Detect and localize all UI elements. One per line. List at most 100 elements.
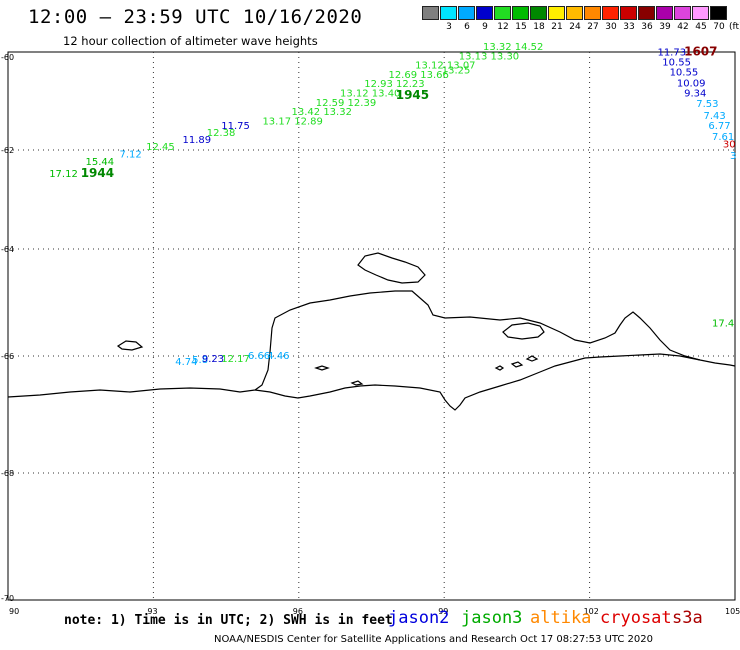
legend-label: 39	[659, 22, 671, 32]
lat-tick-label: -66	[1, 352, 14, 361]
lat-tick-label: -68	[1, 469, 14, 478]
satellite-name-altika: altika	[530, 608, 592, 628]
map-title: 12:00 – 23:59 UTC 10/16/2020	[28, 6, 363, 28]
wave-height-value: 17.4	[712, 319, 734, 330]
wave-height-value: 9.34	[684, 89, 706, 100]
wave-height-value: 13.32 14.52	[483, 42, 543, 53]
pass-time-label: 1944	[81, 166, 114, 180]
lat-tick-label: -62	[1, 146, 14, 155]
wave-height-value: 13.42 13.32	[292, 107, 352, 118]
island-dots	[314, 355, 539, 386]
pass-time-label: 1945	[396, 88, 429, 102]
legend-swatch	[656, 6, 673, 20]
footnote: note: 1) Time is in UTC; 2) SWH is in fe…	[64, 613, 393, 628]
coastline-south	[254, 353, 701, 411]
wave-height-value: 10.09	[677, 78, 706, 89]
legend-label: 30	[605, 22, 617, 32]
wave-height-value: 11.89	[182, 135, 211, 146]
island-north	[357, 252, 426, 284]
legend-label: 42	[677, 22, 689, 32]
legend-swatch	[440, 6, 457, 20]
wave-height-value: 4.74	[175, 357, 197, 368]
map-subtitle: 12 hour collection of altimeter wave hei…	[63, 34, 318, 48]
lon-tick-label: 105	[725, 607, 740, 616]
legend-label: 21	[551, 22, 563, 32]
lon-tick-label: 90	[9, 607, 19, 616]
lat-tick-label: -70	[1, 594, 14, 603]
satellite-name-s3a: s3a	[672, 608, 703, 628]
legend-swatch	[674, 6, 691, 20]
wave-height-value: 11.73	[657, 48, 686, 59]
wave-height-value: 12.93 12.23	[364, 79, 424, 90]
legend-swatch	[512, 6, 529, 20]
wave-height-value: 10.55	[670, 68, 699, 79]
wave-height-value: 6.66	[248, 351, 270, 362]
legend-swatch	[422, 6, 439, 20]
wave-height-value: 7.61	[712, 132, 734, 143]
lon-tick-label: 93	[147, 607, 157, 616]
legend-label: 6	[464, 22, 470, 32]
wave-height-value: 12.38	[207, 128, 236, 139]
wave-height-value: 5.8	[192, 355, 208, 366]
legend-swatch	[710, 6, 727, 20]
legend-label: 3	[446, 22, 452, 32]
map-frame	[7, 51, 736, 601]
wave-height-value: 7.43	[703, 111, 725, 122]
wave-height-value: 12.59 12.39	[316, 98, 376, 109]
wave-height-value: 12.45	[146, 142, 175, 153]
island-small-west	[116, 340, 144, 351]
legend-label: 12	[497, 22, 509, 32]
legend-label: 15	[515, 22, 527, 32]
wave-height-value: 15.44	[86, 157, 115, 168]
wave-height-value: 12.69 13.66	[388, 70, 448, 81]
wave-height-value: 12.17	[221, 354, 250, 365]
wave-height-value: 10.55	[662, 57, 691, 68]
legend-swatch	[602, 6, 619, 20]
lat-tick-label: -64	[1, 245, 14, 254]
legend-swatch	[584, 6, 601, 20]
wave-height-value: 3	[730, 151, 736, 162]
lat-tick-label: -60	[1, 53, 14, 62]
coastline-main	[7, 290, 736, 398]
satellite-name-cryosat: cryosat	[600, 608, 672, 628]
wave-height-value: 13.12 13.07	[415, 61, 475, 72]
legend-swatch	[566, 6, 583, 20]
legend-label: 36	[641, 22, 653, 32]
legend-swatch	[692, 6, 709, 20]
wave-height-value: 13.13 13.30	[459, 51, 519, 62]
legend-swatch	[548, 6, 565, 20]
wave-height-value: 7.12	[119, 149, 141, 160]
legend-swatch	[530, 6, 547, 20]
legend-label: 18	[533, 22, 545, 32]
legend-label: 24	[569, 22, 581, 32]
credit-line: NOAA/NESDIS Center for Satellite Applica…	[214, 634, 653, 645]
lon-tick-label: 102	[584, 607, 599, 616]
legend-swatch	[620, 6, 637, 20]
legend-label: 33	[623, 22, 635, 32]
lon-tick-label: 96	[293, 607, 303, 616]
wave-height-value: 13.25	[442, 65, 471, 76]
legend-label: 9	[482, 22, 488, 32]
satellite-name-jason2: jason2	[388, 608, 450, 628]
satellite-name-jason3: jason3	[461, 608, 523, 628]
legend-unit: (ft)	[729, 22, 740, 32]
wave-height-value: 11.75	[221, 121, 250, 132]
legend-label: 70	[713, 22, 725, 32]
island-lake	[502, 322, 545, 340]
legend-swatch	[638, 6, 655, 20]
legend-swatch	[494, 6, 511, 20]
wave-height-value: 13.12 13.40	[340, 89, 400, 100]
wave-height-value: 17.12	[49, 169, 78, 180]
legend-swatch	[476, 6, 493, 20]
legend-label: 45	[695, 22, 707, 32]
wave-height-value: 13.17 12.89	[262, 116, 322, 127]
lon-tick-label: 99	[438, 607, 448, 616]
legend-swatch	[458, 6, 475, 20]
wave-height-value: 4.46	[267, 351, 289, 362]
wave-height-value: 9.23	[202, 354, 224, 365]
wave-height-value: 6.77	[708, 121, 730, 132]
pass-time-label: 1607	[684, 45, 717, 59]
legend-label: 27	[587, 22, 599, 32]
wave-height-value: 7.53	[696, 99, 718, 110]
